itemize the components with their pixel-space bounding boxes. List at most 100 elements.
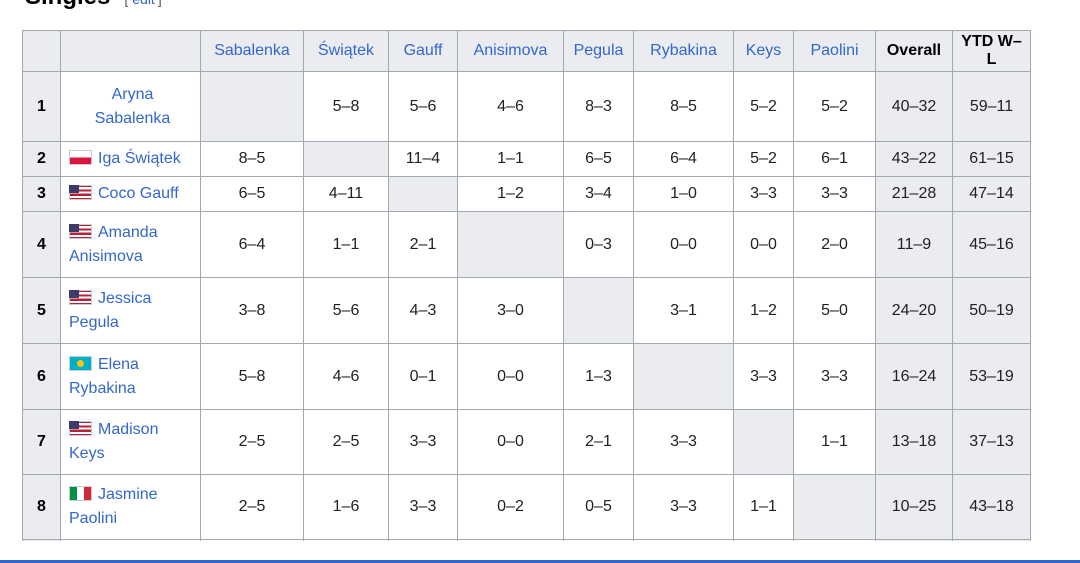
- player-link-anisimova[interactable]: Anisimova: [69, 247, 143, 265]
- h2h-cell: 0–0: [633, 211, 734, 278]
- h2h-self-cell: [793, 474, 876, 540]
- h2h-self-cell: [563, 277, 634, 344]
- rank-cell: [22, 539, 61, 541]
- player-link-pegula[interactable]: Pegula: [69, 313, 119, 331]
- overall-cell: 43–22: [875, 141, 953, 177]
- h2h-self-cell: [733, 409, 794, 475]
- overall-cell: 11–9: [875, 211, 953, 278]
- h2h-cell: 3–4: [563, 176, 634, 212]
- h2h-cell: 5–2: [733, 71, 794, 142]
- col-header-gauff: Gauff: [388, 30, 458, 72]
- ytd-cell: [952, 539, 1031, 541]
- edit-bracket-open: [: [124, 0, 129, 7]
- section-heading: Singles [edit]: [25, 0, 163, 11]
- h2h-cell: 8–3: [563, 71, 634, 142]
- h2h-cell: 4–11: [303, 176, 389, 212]
- table-row-keys: 7 Madison Keys 2–5 2–5 3–3 0–0 2–1 3–3 1…: [22, 409, 1031, 475]
- gauff-header-link[interactable]: Gauff: [403, 42, 443, 59]
- h2h-cell: 6–1: [793, 141, 876, 177]
- player-link-sabalenka[interactable]: Aryna: [111, 85, 154, 103]
- col-header-paolini: Paolini: [793, 30, 876, 72]
- player-link-gauff[interactable]: Coco Gauff: [98, 185, 179, 202]
- h2h-cell: 5–0: [793, 277, 876, 344]
- h2h-self-cell: [200, 71, 304, 142]
- table-row-partial: [22, 539, 1031, 541]
- player-link-rybakina[interactable]: Rybakina: [69, 379, 136, 397]
- h2h-cell: 2–5: [200, 409, 304, 475]
- player-name-cell: Coco Gauff: [60, 176, 201, 212]
- sabalenka-header-link[interactable]: Sabalenka: [214, 42, 290, 59]
- h2h-cell: 2–5: [200, 474, 304, 540]
- h2h-cell: 1–2: [457, 176, 564, 212]
- edit-link[interactable]: edit: [129, 0, 158, 7]
- overall-cell: [875, 539, 953, 541]
- keys-header-link[interactable]: Keys: [745, 42, 782, 59]
- table-row-swiatek: 2 Iga Świątek 8–5 11–4 1–1 6–5 6–4 5–2 6…: [22, 141, 1031, 177]
- rank-cell: 4: [22, 211, 61, 278]
- ytd-cell: 43–18: [952, 474, 1031, 540]
- head-to-head-table: Sabalenka Świątek Gauff Anisimova Pegula…: [22, 30, 1031, 541]
- h2h-cell: 5–6: [388, 71, 458, 142]
- pegula-header-link[interactable]: Pegula: [573, 42, 624, 59]
- bottom-divider-rule: [0, 560, 1080, 563]
- h2h-cell: 5–2: [793, 71, 876, 142]
- h2h-cell: [303, 539, 389, 541]
- col-header-ytd-wl: YTD W–L: [952, 30, 1031, 72]
- h2h-cell: 3–3: [633, 474, 734, 540]
- player-link-pegula[interactable]: Jessica: [98, 289, 152, 307]
- player-link-sabalenka[interactable]: Sabalenka: [94, 109, 171, 127]
- ytd-cell: 53–19: [952, 343, 1031, 410]
- h2h-cell: 3–3: [733, 176, 794, 212]
- player-name-cell: Amanda Anisimova: [60, 211, 201, 278]
- h2h-cell: 5–6: [303, 277, 389, 344]
- h2h-cell: 2–1: [563, 409, 634, 475]
- h2h-self-cell: [457, 211, 564, 278]
- overall-cell: 21–28: [875, 176, 953, 212]
- player-name-cell: Iga Świątek: [60, 141, 201, 177]
- ytd-cell: 47–14: [952, 176, 1031, 212]
- swiatek-header-link[interactable]: Świątek: [317, 42, 375, 59]
- h2h-cell: 0–2: [457, 474, 564, 540]
- overall-cell: 10–25: [875, 474, 953, 540]
- h2h-cell: 3–3: [793, 176, 876, 212]
- col-header-swiatek: Świątek: [303, 30, 389, 72]
- rank-cell: 2: [22, 141, 61, 177]
- h2h-cell: 3–1: [633, 277, 734, 344]
- edit-section: [edit]: [124, 0, 162, 7]
- rybakina-header-link[interactable]: Rybakina: [650, 42, 717, 59]
- h2h-cell: 0–0: [457, 409, 564, 475]
- ytd-cell: 45–16: [952, 211, 1031, 278]
- col-header-overall: Overall: [875, 30, 953, 72]
- italy-flag-icon: [69, 486, 92, 501]
- h2h-cell: 2–5: [303, 409, 389, 475]
- overall-cell: 16–24: [875, 343, 953, 410]
- united-states-flag-icon: [69, 185, 92, 200]
- h2h-cell: [388, 539, 458, 541]
- anisimova-header-link[interactable]: Anisimova: [473, 42, 548, 59]
- player-link-paolini[interactable]: Jasmine: [98, 486, 158, 503]
- player-link-paolini[interactable]: Paolini: [69, 510, 118, 527]
- col-header-keys: Keys: [733, 30, 794, 72]
- overall-cell: 13–18: [875, 409, 953, 475]
- h2h-cell: 1–1: [793, 409, 876, 475]
- united-states-flag-icon: [69, 421, 92, 436]
- ytd-cell: 50–19: [952, 277, 1031, 344]
- h2h-cell: 4–6: [303, 343, 389, 410]
- kazakhstan-flag-icon: [69, 355, 92, 371]
- player-link-keys[interactable]: Keys: [69, 445, 105, 462]
- h2h-cell: [793, 539, 876, 541]
- rank-cell: 6: [22, 343, 61, 410]
- rank-cell: 5: [22, 277, 61, 344]
- united-states-flag-icon: [69, 223, 92, 239]
- table-row-sabalenka: 1 Aryna Sabalenka 5–8 5–6 4–6 8–3 8–5 5–…: [22, 71, 1031, 142]
- player-link-rybakina[interactable]: Elena: [98, 355, 139, 373]
- player-link-anisimova[interactable]: Amanda: [98, 223, 158, 241]
- player-link-swiatek[interactable]: Iga Świątek: [98, 150, 181, 167]
- paolini-header-link[interactable]: Paolini: [810, 42, 859, 59]
- h2h-cell: 3–3: [733, 343, 794, 410]
- h2h-cell: 11–4: [388, 141, 458, 177]
- h2h-cell: 0–5: [563, 474, 634, 540]
- section-title: Singles: [25, 0, 110, 10]
- h2h-cell: 8–5: [200, 141, 304, 177]
- player-link-keys[interactable]: Madison: [98, 421, 159, 438]
